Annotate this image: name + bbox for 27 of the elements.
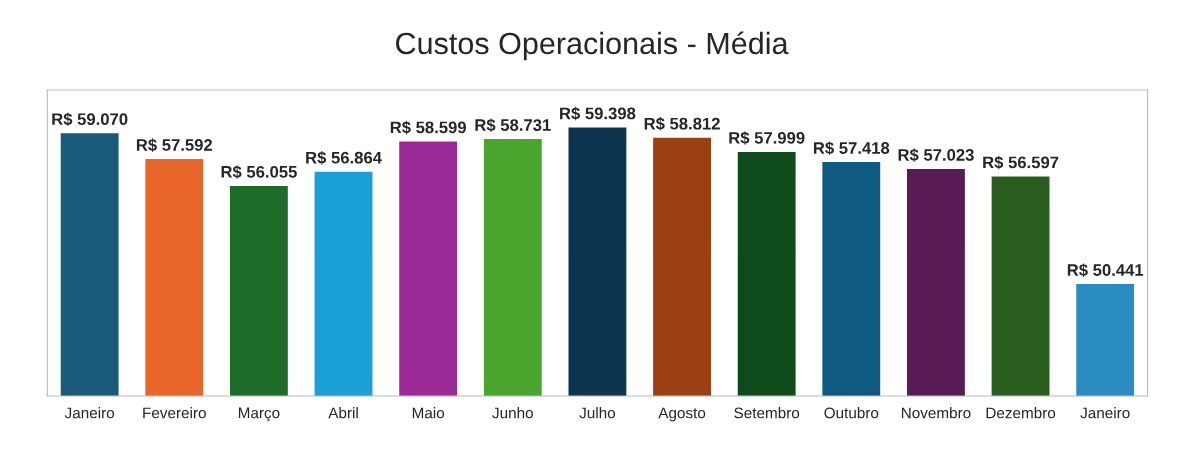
x-tick-label: Março: [238, 407, 280, 422]
x-tick-label: Janeiro: [1080, 407, 1130, 419]
data-label: R$ 57.592: [136, 138, 213, 152]
data-label: R$ 59.070: [52, 112, 128, 127]
data-label: R$ 56.597: [983, 155, 1059, 170]
x-tick-label: Fevereiro: [143, 407, 206, 419]
data-label: R$ 56.055: [221, 165, 297, 179]
x-tick-label: Abril: [328, 407, 358, 419]
data-label: R$ 57.023: [898, 148, 974, 162]
data-label: R$ 58.812: [644, 117, 720, 131]
data-label: R$ 56.864: [306, 151, 382, 165]
x-tick-label: Agosto: [658, 407, 706, 422]
x-tick-label: Setembro: [734, 407, 800, 419]
x-tick-label: Janeiro: [64, 407, 115, 419]
data-label: R$ 57.418: [813, 141, 890, 155]
x-tick-label: Julho: [579, 407, 616, 419]
chart-title: Custos Operacionais - Média: [396, 31, 789, 61]
x-tick-label: Novembro: [901, 407, 971, 419]
x-tick-label: Outubro: [824, 407, 879, 419]
data-label: R$ 50.441: [1067, 263, 1144, 277]
data-label: R$ 58.731: [475, 118, 551, 133]
data-label: R$ 57.999: [729, 131, 805, 145]
x-tick-label: Maio: [412, 407, 445, 419]
x-tick-label: Dezembro: [986, 407, 1056, 419]
data-label: R$ 58.599: [390, 120, 466, 135]
data-label: R$ 59.398: [560, 106, 636, 121]
x-tick-label: Junho: [492, 407, 533, 419]
